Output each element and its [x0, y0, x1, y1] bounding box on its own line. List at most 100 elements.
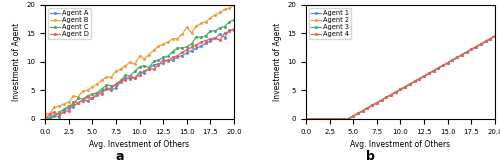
- Agent 1: [473, 46, 479, 48]
- Agent 2: [312, 118, 318, 120]
- Agent D: [217, 39, 223, 41]
- Agent C: [56, 111, 62, 113]
- Agent C: [156, 59, 162, 61]
- Agent D: [188, 46, 194, 48]
- Agent 2: [412, 81, 418, 82]
- Agent B: [80, 90, 86, 92]
- Agent 1: [392, 91, 398, 93]
- Agent B: [132, 63, 138, 65]
- Agent 3: [407, 83, 413, 85]
- Agent 4: [322, 118, 328, 120]
- Agent 4: [450, 59, 456, 61]
- Agent C: [136, 66, 142, 68]
- Agent 4: [332, 118, 338, 120]
- Agent A: [75, 102, 81, 104]
- Agent 2: [421, 75, 427, 77]
- Agent 3: [430, 70, 436, 72]
- Agent D: [226, 31, 232, 33]
- Agent 4: [303, 118, 309, 120]
- Agent A: [136, 71, 142, 73]
- Agent 1: [416, 78, 422, 80]
- Agent 4: [421, 75, 427, 77]
- Agent C: [84, 95, 90, 97]
- Agent 2: [444, 62, 450, 64]
- Agent 1: [421, 75, 427, 77]
- Agent C: [70, 103, 76, 105]
- Agent 1: [464, 51, 469, 53]
- Agent 3: [312, 118, 318, 120]
- Agent D: [127, 75, 133, 77]
- Agent 1: [360, 110, 366, 112]
- Agent 2: [374, 102, 380, 104]
- Agent C: [179, 47, 185, 49]
- Agent A: [61, 109, 67, 111]
- Agent B: [122, 65, 128, 67]
- Agent 2: [416, 78, 422, 80]
- Agent 3: [378, 99, 384, 101]
- Agent 4: [350, 115, 356, 117]
- Agent D: [194, 44, 200, 46]
- Agent 4: [407, 83, 413, 85]
- Agent D: [75, 102, 81, 104]
- Agent C: [46, 118, 52, 120]
- Agent B: [160, 43, 166, 45]
- Agent B: [202, 21, 208, 23]
- Agent C: [194, 36, 200, 38]
- Agent 4: [436, 67, 442, 69]
- Agent C: [212, 30, 218, 32]
- Agent B: [42, 113, 48, 115]
- Agent 2: [303, 118, 309, 120]
- Agent 1: [440, 65, 446, 66]
- Agent B: [113, 70, 119, 72]
- Agent C: [165, 55, 171, 57]
- Agent C: [42, 118, 48, 120]
- Agent B: [84, 89, 90, 91]
- Agent A: [42, 118, 48, 120]
- Agent 3: [436, 67, 442, 69]
- Agent 4: [378, 99, 384, 101]
- Agent 1: [388, 94, 394, 96]
- Agent C: [202, 35, 208, 37]
- Agent D: [94, 93, 100, 95]
- Agent 4: [374, 102, 380, 104]
- Agent B: [142, 58, 148, 60]
- Agent C: [142, 65, 148, 67]
- Agent 3: [426, 72, 432, 74]
- Agent A: [94, 94, 100, 96]
- Agent 2: [326, 118, 332, 120]
- Agent A: [84, 100, 90, 102]
- Legend: Agent 1, Agent 2, Agent 3, Agent 4: Agent 1, Agent 2, Agent 3, Agent 4: [310, 8, 352, 39]
- Agent C: [75, 97, 81, 99]
- Agent D: [46, 113, 52, 115]
- Agent 4: [312, 118, 318, 120]
- Agent B: [146, 54, 152, 56]
- Line: Agent B: Agent B: [44, 3, 236, 116]
- Agent 3: [384, 97, 390, 99]
- Agent 3: [346, 118, 352, 120]
- Agent 3: [421, 75, 427, 77]
- Agent 4: [454, 56, 460, 58]
- Agent 3: [478, 43, 484, 45]
- Agent 2: [473, 46, 479, 48]
- Agent 1: [430, 70, 436, 72]
- Agent 1: [364, 107, 370, 109]
- Agent B: [212, 14, 218, 16]
- Agent C: [184, 46, 190, 48]
- Agent A: [150, 64, 156, 66]
- Agent D: [136, 74, 142, 76]
- Agent 2: [350, 115, 356, 117]
- Agent A: [160, 62, 166, 64]
- Agent A: [202, 42, 208, 44]
- Line: Agent 1: Agent 1: [304, 34, 496, 120]
- Agent 3: [336, 118, 342, 120]
- Agent 1: [450, 59, 456, 61]
- Agent 4: [346, 118, 352, 120]
- Agent 4: [412, 81, 418, 82]
- Agent 3: [464, 51, 469, 53]
- Agent A: [80, 99, 86, 101]
- Agent B: [108, 76, 114, 78]
- Agent 4: [364, 107, 370, 109]
- Agent C: [127, 75, 133, 77]
- Agent 1: [488, 38, 494, 40]
- Agent A: [156, 63, 162, 65]
